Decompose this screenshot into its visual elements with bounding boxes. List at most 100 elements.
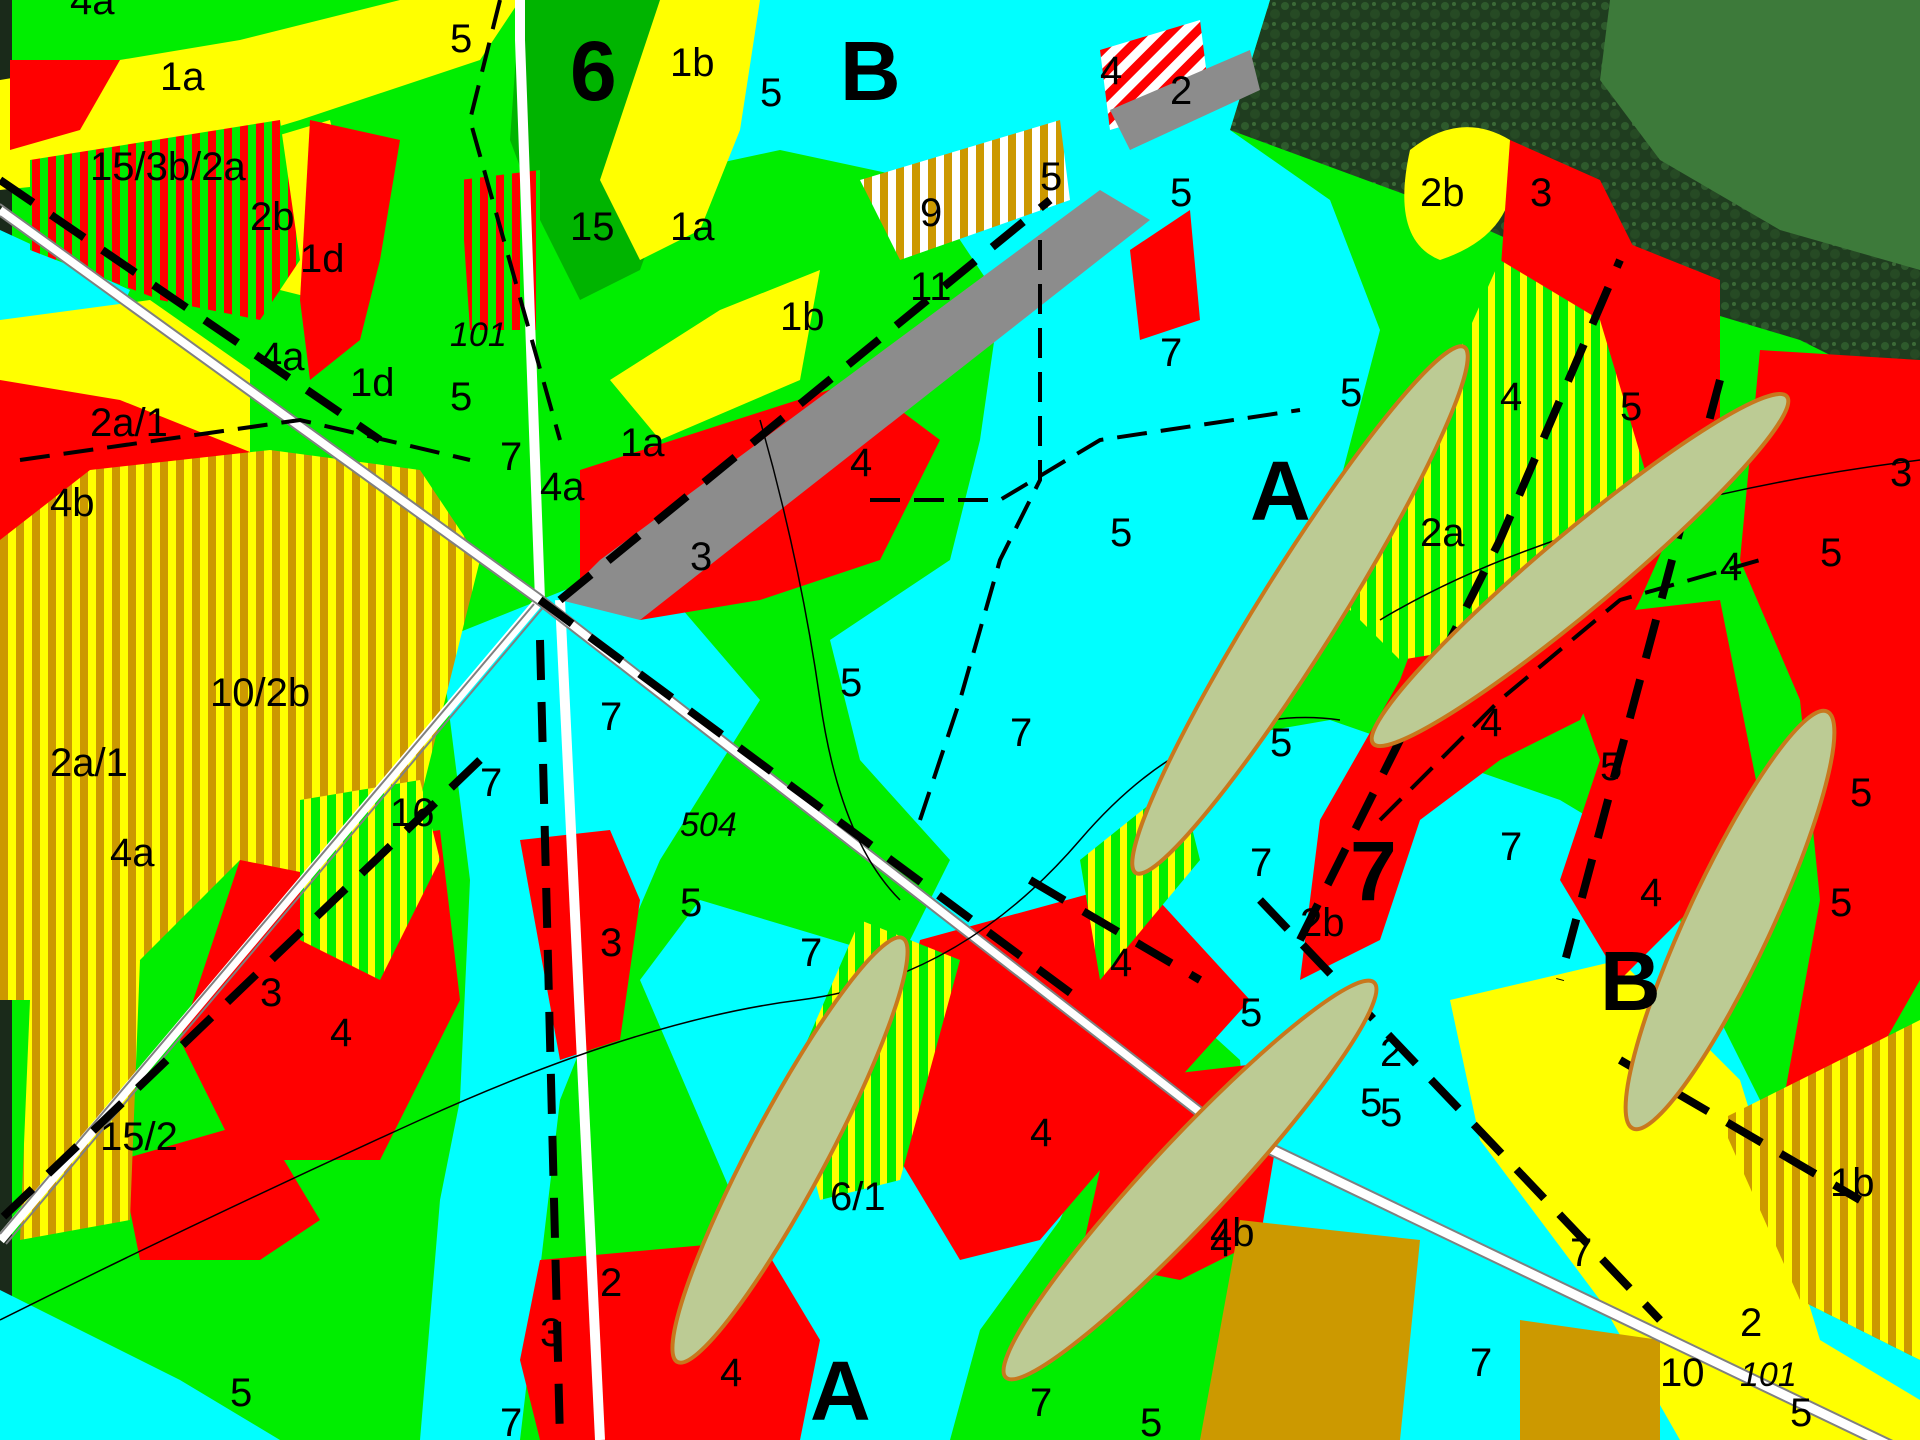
zone-label: 1d [350, 361, 395, 405]
zone-label: 2a/1 [90, 401, 168, 445]
big-label: A [810, 1344, 871, 1438]
zone-label: 7 [1160, 331, 1182, 375]
zone-label: 5 [1790, 1391, 1812, 1435]
big-label: B [840, 24, 901, 118]
boundary-dashed-thin [19, 0, 1761, 822]
zone-label: 3 [1890, 451, 1912, 495]
overlay-ellipse-3 [670, 935, 910, 1365]
big-label: 6 [570, 24, 617, 118]
yellow-zone-1a [0, 0, 520, 190]
zone-label: 1b [670, 41, 715, 85]
zone-labels-2: 2a 4 5 3 10/2b 5 7 5 4 5 2a/1 16 7 504 7… [50, 451, 1912, 1440]
yellow-zone-2b-top [1404, 127, 1514, 260]
overlay-ellipse-5 [1623, 708, 1837, 1132]
zone-label: 5 [1340, 371, 1362, 415]
zone-label: 10 [1660, 1351, 1705, 1395]
zone-label: 7 [1010, 711, 1032, 755]
zone-label: 2 [600, 1261, 622, 1305]
zone-label: 3 [260, 971, 282, 1015]
big-labels: 6 B A 7 B A [570, 24, 1661, 1438]
zone-label: 4 [1210, 1221, 1232, 1265]
overlay-ellipse-1 [1130, 344, 1470, 876]
zone-label: 16 [390, 791, 435, 835]
zone-label: 1a [160, 55, 205, 99]
meadow-aerial [1600, 0, 1920, 270]
zone-label: 1a [620, 421, 665, 465]
overlay-ellipse-2 [1369, 392, 1791, 748]
ellipse-overlays [670, 344, 1837, 1382]
road-edges [0, 203, 1894, 1440]
zone-label: 1a [670, 205, 715, 249]
zone-label: 15 [570, 205, 615, 249]
zone-label: 2b [250, 195, 295, 239]
zone-label: 5 [1170, 171, 1192, 215]
zone-label: 5 [1820, 531, 1842, 575]
zone-label: 5 [1600, 745, 1622, 789]
big-label: B [1600, 934, 1661, 1028]
zone-label: 5 [450, 17, 472, 61]
zone-label: 3 [600, 921, 622, 965]
zone-label: 7 [480, 761, 502, 805]
zone-labels-1: 4a 5 1a 1b 5 4 2 15/3b/2a 2b 1d 15 1a 9 … [50, 0, 1642, 579]
zone-label: 4 [1100, 49, 1122, 93]
zone-label: 5 [1040, 155, 1062, 199]
cyan-zone-main [560, 0, 1380, 1440]
zone-label: 5 [1830, 881, 1852, 925]
zone-label: 7 [1250, 841, 1272, 885]
zone-label: 101 [1740, 1356, 1797, 1394]
cyan-zone-bottom-left [0, 1290, 280, 1440]
zone-label: 1b [780, 295, 825, 339]
zone-label: 101 [450, 316, 507, 354]
zone-label: 5 [1850, 771, 1872, 815]
ochre-zone-10 [1520, 1320, 1660, 1440]
zone-label: 6/1 [830, 1175, 886, 1219]
striped-zone-1b-right [1720, 1020, 1920, 1360]
red-zone-4-large [900, 880, 1250, 1260]
zone-label: 1b [1830, 1161, 1875, 1205]
zone-label: 15/3b/2a [90, 145, 246, 189]
zone-label: 4a [110, 831, 155, 875]
big-label: 7 [1350, 824, 1397, 918]
yellow-zone-1a-mid [610, 270, 820, 440]
yellow-zone-bottom-right [1450, 960, 1920, 1440]
red-zone-15-2 [120, 1120, 320, 1260]
zone-label: 5 [1110, 511, 1132, 555]
zone-label: 5 [1620, 385, 1642, 429]
yellow-zone-1b [600, 0, 760, 260]
striped-zone-10-2b [0, 450, 480, 1000]
red-zone-small [1130, 210, 1200, 340]
zone-label: 4 [850, 441, 872, 485]
zone-label: 5 [230, 1371, 252, 1415]
zone-label: 2b [1300, 901, 1345, 945]
overlay-ellipse-4 [1001, 978, 1379, 1382]
red-zone-3-bottom [520, 1240, 820, 1440]
zone-label: 4a [540, 465, 585, 509]
zone-label: 1d [300, 237, 345, 281]
zone-label: 4 [1500, 375, 1522, 419]
zone-label: 2b [1420, 171, 1465, 215]
zone-label: 7 [1500, 825, 1522, 869]
zone-label: 2a [1420, 511, 1465, 555]
zone-label: 5 [450, 375, 472, 419]
zone-label: 504 [680, 806, 737, 844]
zone-label: 11 [910, 265, 952, 309]
zone-label: 3 [540, 1311, 562, 1355]
red-zone-top-left [10, 60, 120, 150]
red-zone-1d [300, 120, 400, 380]
zone-label: 5 [1240, 991, 1262, 1035]
zone-label: 4 [720, 1351, 742, 1395]
zone-label: 7 [1030, 1381, 1052, 1425]
striped-zone-15-3b-2a [30, 120, 300, 320]
gray-road-strip [560, 190, 1150, 620]
zone-label: 7 [1570, 1231, 1592, 1275]
zone-label: 5 [1140, 1401, 1162, 1440]
zone-label: 4a [260, 335, 305, 379]
zone-label: 5 [840, 661, 862, 705]
boundary-dashed [0, 176, 1863, 1440]
zone-label: 5 [1360, 1081, 1382, 1125]
zone-label: 4 [1720, 545, 1742, 589]
zone-label: 4 [1640, 871, 1662, 915]
zone-label: 2 [1380, 1031, 1402, 1075]
